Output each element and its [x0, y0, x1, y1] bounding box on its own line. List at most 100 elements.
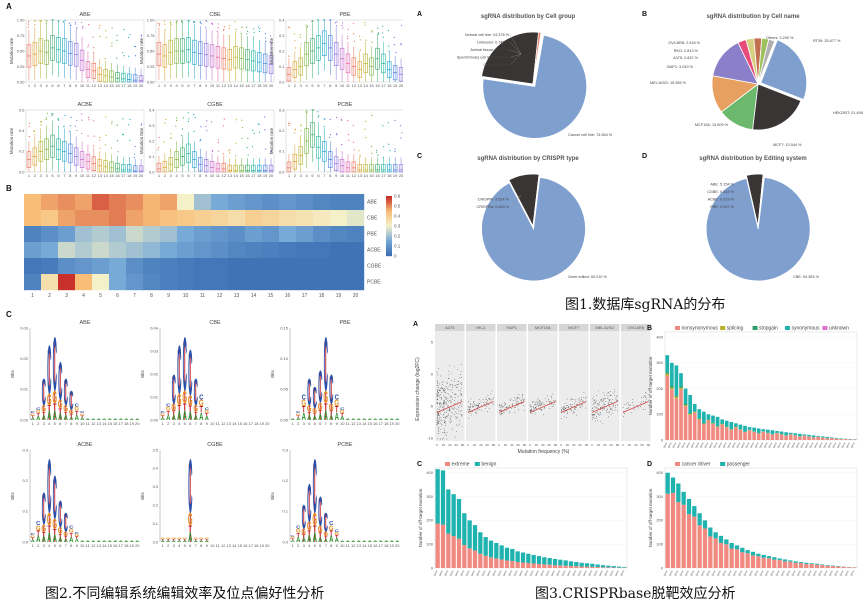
pie-panel-letter: B	[642, 11, 647, 18]
bar-segment	[756, 553, 761, 557]
x-tick-label: gene	[800, 442, 806, 449]
logo-letter-g: G	[36, 525, 41, 533]
logo-error-cap	[64, 513, 68, 517]
x-tick-label: 5	[181, 83, 184, 88]
heatmap-col-label: 3	[65, 293, 68, 299]
x-tick-label: gene	[492, 570, 498, 577]
facet-label: MCF10A	[535, 325, 551, 330]
bar-segment	[531, 563, 536, 568]
outlier-point	[371, 30, 373, 32]
scatter-point	[572, 399, 573, 401]
logo-letter-a: A	[324, 408, 328, 424]
logo-x-tick: 3	[303, 543, 306, 548]
x-tick-label: 20	[139, 83, 144, 88]
logo-x-tick: 11	[86, 543, 91, 548]
y-tick-label: 100	[426, 541, 433, 546]
outlier-point	[247, 30, 249, 32]
scatter-point	[535, 405, 537, 407]
logo-letter-g: G	[323, 387, 328, 407]
scatter-point	[479, 402, 480, 404]
scatter-point	[645, 408, 646, 410]
bar-segment	[526, 553, 531, 564]
heatmap-row-label: CBE	[367, 216, 378, 222]
bar-segment	[520, 562, 526, 568]
logo-letter-t: T	[75, 411, 79, 417]
x-tick-label: 17	[381, 173, 386, 178]
outlier-point	[264, 116, 266, 118]
scatter-point	[600, 407, 602, 408]
bar-segment	[811, 437, 816, 440]
scatter-point	[440, 375, 441, 377]
heatmap-cell	[245, 242, 263, 259]
bar-segment	[483, 555, 488, 568]
scatter-point	[467, 405, 469, 407]
logo-letter-c: C	[53, 465, 57, 533]
bar-segment	[708, 527, 713, 537]
scatter-point	[442, 384, 444, 385]
x-tick-label: 11	[346, 83, 351, 88]
scatter-point	[436, 385, 438, 387]
scatter-point	[455, 394, 457, 396]
x-tick-label: gene	[748, 570, 754, 577]
legend-label: synonymous	[791, 326, 820, 332]
x-tick-label: 20	[139, 173, 144, 178]
logo-x-tick: 15	[368, 421, 373, 426]
scatter-point	[503, 411, 504, 413]
y-tick-label: 200	[426, 518, 433, 523]
scatter-point	[533, 401, 535, 403]
bar-segment	[670, 362, 674, 386]
logo-letter-c: C	[188, 336, 192, 409]
scatter-point	[576, 404, 577, 405]
bar-segment	[606, 565, 611, 568]
scatter-point	[455, 393, 456, 395]
x-tick-label: gene	[796, 570, 802, 577]
logo-x-tick: 11	[216, 421, 221, 426]
logo-x-tick: 4	[48, 543, 51, 548]
scatter-point	[493, 403, 494, 405]
logo-y-tick: 0.01	[20, 387, 29, 392]
logo-x-tick: 20	[135, 543, 140, 548]
x-tick-label: gene	[786, 442, 792, 449]
y-axis-label: Mutation rate	[139, 37, 144, 64]
logo-x-tick: 18	[124, 421, 129, 426]
x-tick-label: gene	[807, 570, 813, 577]
logo-x-tick: 2	[37, 543, 40, 548]
scatter-point	[438, 394, 440, 396]
outlier-point	[217, 27, 219, 29]
box	[375, 164, 380, 173]
y-tick-label: 200	[656, 518, 663, 523]
scatter-point	[457, 425, 459, 426]
x-tick-label: 16	[245, 83, 250, 88]
x-tick-label: gene	[770, 570, 776, 577]
box	[115, 72, 120, 83]
scatter-point	[603, 398, 605, 399]
heatmap-cell	[126, 210, 144, 227]
bar-segment	[782, 561, 788, 568]
x-tick-label: 14	[233, 173, 238, 178]
bar-segment	[568, 561, 574, 566]
outlier-point	[377, 32, 379, 34]
y-tick-label: 0.4	[149, 107, 155, 112]
x-tick-label: 7	[323, 173, 326, 178]
outlier-point	[257, 26, 260, 28]
logo-letter-g: G	[334, 532, 339, 537]
scatter-point	[612, 399, 613, 400]
pie-leader-line	[509, 195, 522, 200]
pie-slice	[532, 173, 540, 227]
bar-segment	[802, 435, 807, 440]
outlier-point	[28, 136, 31, 138]
y-axis-label: Mutation rate	[269, 127, 274, 154]
x-tick-label: 9	[75, 173, 78, 178]
colorbar-segment	[386, 230, 392, 233]
scatter-point	[473, 405, 475, 407]
scatter-point	[441, 419, 443, 421]
outlier-point	[34, 20, 36, 22]
logo-letter-g: G	[199, 538, 204, 540]
logo-letter-g: G	[47, 509, 52, 529]
scatter-point	[609, 400, 610, 402]
bar-segment	[456, 538, 462, 568]
scatter-point	[594, 412, 596, 414]
scatter-point	[506, 409, 508, 411]
x-tick-label: gene	[486, 570, 492, 577]
